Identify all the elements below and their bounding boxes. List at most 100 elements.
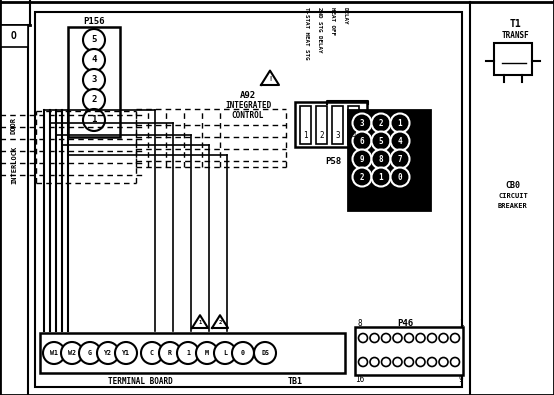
Circle shape [370,333,379,342]
Text: O: O [11,31,17,41]
Circle shape [372,167,391,186]
Text: P58: P58 [325,158,341,167]
Bar [355,327,463,375]
Text: 6: 6 [360,137,365,145]
Bar [494,43,532,75]
Text: 8: 8 [379,154,383,164]
Text: 0: 0 [398,173,402,181]
Text: DS: DS [261,350,269,356]
Circle shape [214,342,236,364]
Text: G: G [88,350,92,356]
Text: 9: 9 [360,154,365,164]
Circle shape [439,357,448,367]
Text: 4: 4 [351,130,356,139]
Text: W1: W1 [50,350,58,356]
Text: 1: 1 [459,320,463,329]
Circle shape [393,357,402,367]
Text: T1: T1 [510,19,522,29]
Circle shape [416,357,425,367]
Circle shape [404,333,413,342]
Bar [1,25,28,47]
Circle shape [372,113,391,132]
Text: L: L [223,350,227,356]
Text: 1: 1 [303,130,308,139]
Text: 16: 16 [355,374,365,384]
Circle shape [83,49,105,71]
Text: TRANSF: TRANSF [502,30,530,40]
Circle shape [352,132,372,150]
Circle shape [83,109,105,131]
Text: P156: P156 [83,17,105,26]
Text: CB0: CB0 [505,181,521,190]
Text: T-STAT HEAT STG: T-STAT HEAT STG [304,7,309,60]
Circle shape [391,149,409,169]
Circle shape [83,69,105,91]
Bar [40,333,345,373]
Circle shape [450,357,459,367]
Text: 2: 2 [319,130,324,139]
Text: BREAKER: BREAKER [498,203,528,209]
Circle shape [177,342,199,364]
Text: 1: 1 [398,118,402,128]
Circle shape [352,167,372,186]
Bar [300,106,311,144]
Circle shape [141,342,163,364]
Text: Y2: Y2 [104,350,112,356]
Text: HEAT OFF: HEAT OFF [330,7,335,35]
Circle shape [83,29,105,51]
Circle shape [391,113,409,132]
Circle shape [115,342,137,364]
Circle shape [439,333,448,342]
Text: W2: W2 [68,350,76,356]
Circle shape [382,357,391,367]
Circle shape [393,333,402,342]
Text: INTEGRATED: INTEGRATED [225,102,271,111]
Text: 2: 2 [360,173,365,181]
Text: 2: 2 [218,320,222,325]
Circle shape [382,333,391,342]
Circle shape [83,89,105,111]
Circle shape [358,333,367,342]
Text: Y1: Y1 [122,350,130,356]
Text: M: M [205,350,209,356]
Text: A92: A92 [240,90,256,100]
Text: C: C [150,350,154,356]
Text: 5: 5 [379,137,383,145]
Bar [316,106,327,144]
Circle shape [372,149,391,169]
Text: 9: 9 [459,374,463,384]
Bar [35,12,462,387]
Text: 3: 3 [335,130,340,139]
Text: 1: 1 [379,173,383,181]
Polygon shape [261,71,279,85]
Text: DELAY: DELAY [343,7,348,24]
Text: !: ! [268,76,272,82]
Bar [332,106,343,144]
Text: 4: 4 [91,56,97,64]
Circle shape [61,342,83,364]
Text: 2: 2 [379,118,383,128]
Circle shape [450,333,459,342]
Text: DOOR: DOOR [11,117,17,134]
Circle shape [428,357,437,367]
Text: INTERLOCK: INTERLOCK [11,146,17,184]
Circle shape [159,342,181,364]
Circle shape [372,132,391,150]
Text: 2: 2 [91,96,97,105]
Text: TB1: TB1 [288,376,302,386]
Circle shape [254,342,276,364]
Text: 3: 3 [360,118,365,128]
Text: 8: 8 [358,320,362,329]
Text: 0: 0 [241,350,245,356]
Text: 3: 3 [91,75,97,85]
Circle shape [196,342,218,364]
Text: P46: P46 [397,320,413,329]
Circle shape [43,342,65,364]
Circle shape [391,132,409,150]
Bar [68,27,120,137]
Circle shape [428,333,437,342]
Text: 7: 7 [398,154,402,164]
Circle shape [352,113,372,132]
Text: CIRCUIT: CIRCUIT [498,193,528,199]
Circle shape [352,149,372,169]
